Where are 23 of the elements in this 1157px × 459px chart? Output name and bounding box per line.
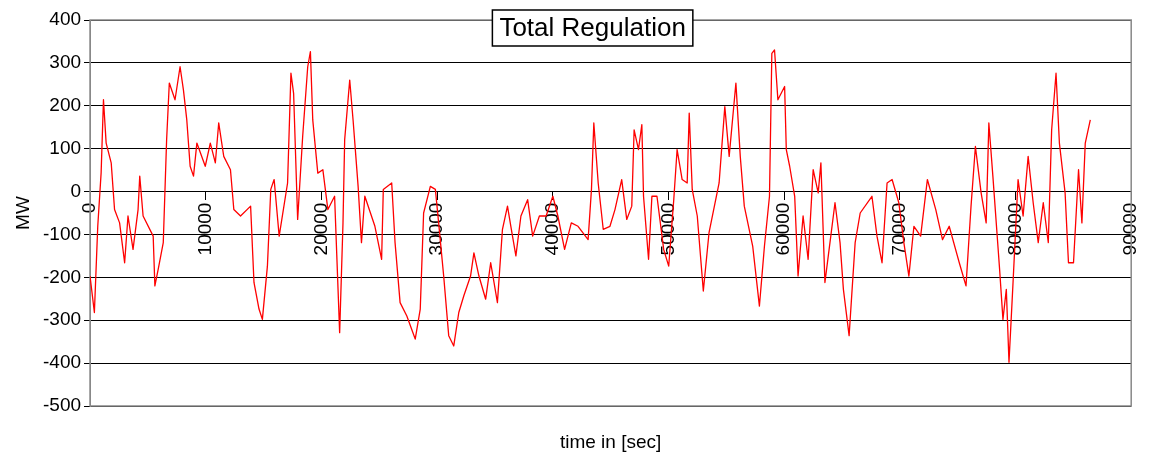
x-tick-label: 40000 <box>541 202 563 256</box>
y-tick-label: -500 <box>43 394 82 416</box>
x-tick-label: 0 <box>78 202 100 214</box>
x-axis-title: time in [sec] <box>559 431 662 453</box>
x-tick-label: 90000 <box>1119 202 1141 256</box>
x-tick-label: 30000 <box>425 202 447 256</box>
x-tick-label: 20000 <box>309 202 331 256</box>
x-tick-label: 60000 <box>772 202 794 256</box>
y-tick-label: 400 <box>49 8 82 30</box>
x-tick-label: 70000 <box>888 202 910 256</box>
y-tick-label: -100 <box>43 222 82 244</box>
y-tick-label: 100 <box>49 136 82 158</box>
y-tick-label: 300 <box>49 51 82 73</box>
x-tick-label: 80000 <box>1003 202 1025 256</box>
chart-title: Total Regulation <box>499 12 686 43</box>
x-tick-label: 10000 <box>193 202 215 256</box>
y-tick-label: 0 <box>70 179 82 201</box>
y-tick-label: 200 <box>49 94 82 116</box>
y-tick-label: -200 <box>43 265 82 287</box>
y-tick-label: -400 <box>43 351 82 373</box>
y-tick-label: -300 <box>43 308 82 330</box>
y-axis-title: MW <box>12 196 34 230</box>
x-tick-label: 50000 <box>656 202 678 256</box>
